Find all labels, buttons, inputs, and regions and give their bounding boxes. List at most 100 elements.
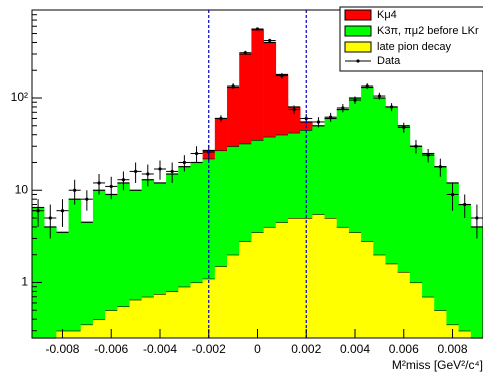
data-point xyxy=(304,116,308,121)
data-point xyxy=(243,51,247,55)
histogram-bar xyxy=(470,226,483,338)
data-point xyxy=(389,105,394,109)
histogram-bar xyxy=(44,226,57,338)
data-point xyxy=(365,84,369,88)
histogram-bar xyxy=(117,306,130,338)
histogram-bar xyxy=(251,29,264,141)
data-point xyxy=(426,153,430,157)
histogram-bar xyxy=(214,150,228,267)
histogram-bar xyxy=(202,158,216,279)
legend-label: Kμ4 xyxy=(377,9,397,21)
data-point xyxy=(109,184,113,189)
histogram-bar xyxy=(324,218,338,338)
data-point xyxy=(182,160,186,165)
histogram-bar xyxy=(239,54,252,144)
histogram-bar xyxy=(287,218,301,338)
x-tick-label: 0.008 xyxy=(438,342,468,356)
data-point xyxy=(231,84,235,88)
histogram-bar xyxy=(202,278,216,338)
data-point xyxy=(48,216,52,220)
data-point xyxy=(97,181,101,185)
data-point xyxy=(414,144,418,148)
data-point xyxy=(255,27,260,31)
histogram-bar xyxy=(105,310,118,338)
histogram-bar xyxy=(68,330,82,338)
histogram-bar xyxy=(190,282,203,338)
histogram-bar xyxy=(227,87,240,147)
histogram-bar xyxy=(166,174,179,292)
histogram-bar xyxy=(312,125,325,215)
histogram-bar xyxy=(214,118,228,151)
legend-label: late pion decay xyxy=(377,41,451,53)
histogram-bar xyxy=(336,109,350,227)
x-tick-label: -0.008 xyxy=(45,342,79,356)
y-tick-label: 1 xyxy=(21,275,28,289)
histogram-bar xyxy=(239,143,252,242)
data-point xyxy=(402,125,406,130)
histogram-bar xyxy=(300,218,313,338)
histogram-bar xyxy=(32,207,45,338)
legend-swatch xyxy=(344,9,372,21)
histogram-bar xyxy=(68,199,82,331)
histogram-bar xyxy=(80,222,94,325)
data-point xyxy=(121,178,126,182)
histogram-bar xyxy=(373,254,386,338)
x-tick-label: 0.004 xyxy=(340,342,370,356)
data-point xyxy=(170,169,174,174)
histogram-bar xyxy=(361,87,374,242)
data-point xyxy=(438,165,442,169)
legend-swatch xyxy=(344,25,372,37)
histogram-bar xyxy=(336,226,350,338)
histogram-bar xyxy=(153,293,167,338)
data-point xyxy=(219,116,223,121)
histogram-bar xyxy=(385,263,398,338)
data-point xyxy=(377,94,381,98)
legend: Kμ4 K3π, πμ2 before LKr late pion decay Dat… xyxy=(339,6,483,72)
histogram-bar xyxy=(434,166,447,311)
histogram-bar xyxy=(129,190,143,300)
x-tick-label: -0.002 xyxy=(192,342,226,356)
histogram-bar xyxy=(434,310,447,338)
x-tick-label: -0.006 xyxy=(94,342,128,356)
histogram-bar xyxy=(409,282,423,338)
x-tick-label: 0.006 xyxy=(389,342,419,356)
y-tick-label: 10² xyxy=(11,90,28,104)
data-point xyxy=(329,115,333,119)
histogram-bar xyxy=(92,319,106,338)
histogram-bar xyxy=(287,132,301,219)
histogram-bar xyxy=(422,296,435,338)
histogram-bar xyxy=(373,98,386,255)
histogram-bar xyxy=(56,232,69,331)
histogram-bar xyxy=(275,134,289,223)
data-point xyxy=(194,151,199,156)
x-tick-label: 0 xyxy=(254,342,261,356)
histogram-bar xyxy=(422,153,435,297)
data-point xyxy=(73,188,77,192)
data-point xyxy=(450,192,455,197)
histogram-bar xyxy=(227,254,240,338)
histogram-bar xyxy=(409,146,423,283)
histogram-bar xyxy=(324,118,338,219)
histogram-bar xyxy=(263,226,277,338)
data-point xyxy=(158,167,162,171)
data-point xyxy=(280,73,284,78)
legend-label: K3π, πμ2 before LKr xyxy=(377,25,479,37)
data-point xyxy=(268,38,272,43)
histogram-bar xyxy=(348,232,362,338)
data-point xyxy=(146,172,150,176)
data-point xyxy=(353,98,357,102)
histogram-bar xyxy=(92,190,106,320)
histogram-bar xyxy=(129,299,143,338)
data-point xyxy=(134,169,138,174)
data-point xyxy=(475,216,479,220)
data-point xyxy=(60,209,65,213)
x-axis-label: M²miss [GeV²/c⁴] xyxy=(392,358,483,372)
histogram-bar xyxy=(239,241,252,338)
histogram-bar xyxy=(80,324,94,338)
y-tick-label: 10 xyxy=(15,182,29,196)
data-point xyxy=(292,107,296,112)
histogram-bar xyxy=(275,222,289,338)
histogram-bar xyxy=(178,286,191,338)
histogram-bar xyxy=(397,125,411,272)
